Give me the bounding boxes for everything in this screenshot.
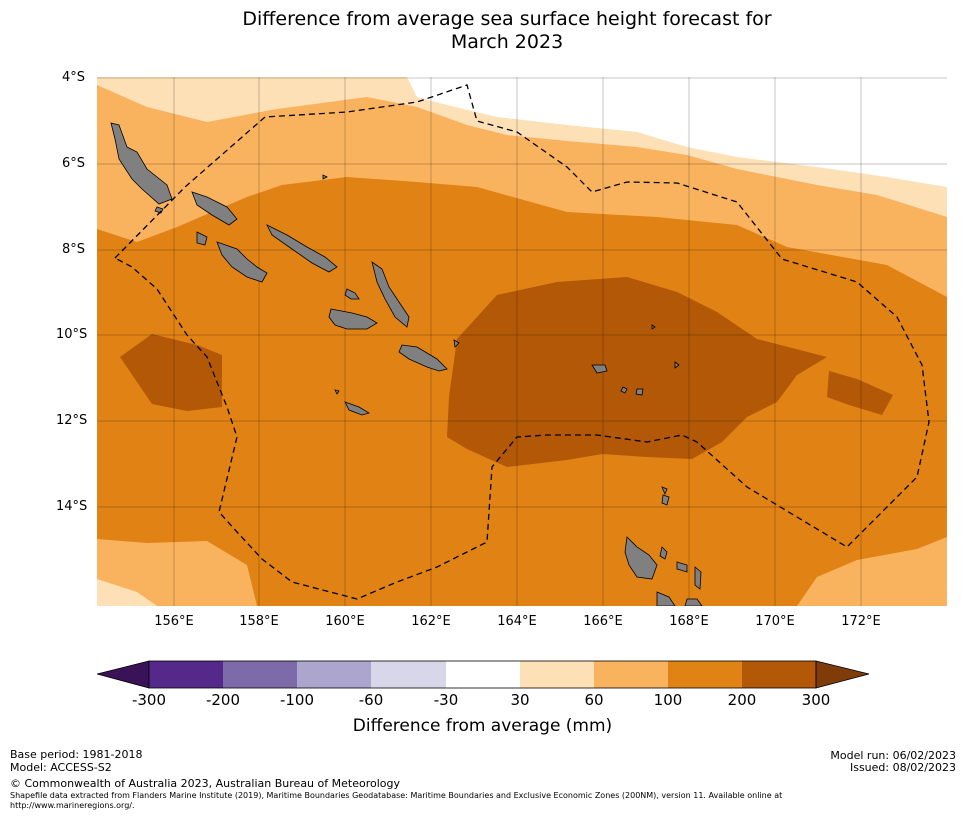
cb-tick-neg60: -60	[358, 691, 384, 709]
vanuatu-north	[659, 546, 668, 560]
contour-200-300-east	[827, 371, 893, 415]
cb-tick-60: 60	[584, 691, 604, 709]
sea-surface-height-map	[97, 77, 947, 606]
colorbar-title: Difference from average (mm)	[352, 716, 613, 736]
map-title: Difference from average sea surface heig…	[0, 8, 965, 54]
colorbar-bin-neg300	[149, 661, 223, 688]
colorbar	[97, 660, 870, 689]
ambae	[676, 561, 688, 573]
new-georgia-group	[216, 241, 268, 283]
contour-neg30-30-north	[407, 77, 947, 187]
malaita	[371, 261, 410, 328]
colorbar-bin-neg100	[297, 661, 371, 688]
model-run: Model run: 06/02/2023	[830, 749, 956, 762]
title-line-1: Difference from average sea surface heig…	[242, 8, 772, 30]
lat-label-4s: 4°S	[62, 70, 86, 85]
lat-label-12s: 12°S	[56, 413, 88, 428]
gridlines	[97, 77, 947, 606]
lon-label-166e: 166°E	[583, 614, 623, 629]
choiseul	[191, 191, 238, 226]
contour-200-300-central	[447, 277, 827, 467]
lat-label-8s: 8°S	[62, 242, 86, 257]
lon-label-160e: 160°E	[325, 614, 365, 629]
contour-60-100-southeast	[797, 537, 947, 606]
vanuatu-banks	[661, 494, 670, 506]
colorbar-bin-200	[742, 661, 816, 688]
espiritu-santo	[624, 536, 658, 580]
guadalcanal	[328, 308, 378, 330]
lon-label-162e: 162°E	[411, 614, 451, 629]
cb-tick-neg30: -30	[433, 691, 459, 709]
issued-date: Issued: 08/02/2023	[849, 761, 956, 774]
cb-tick-neg200: -200	[205, 691, 241, 709]
florida-islands	[344, 288, 360, 300]
cb-tick-neg300: -300	[131, 691, 167, 709]
colorbar-extend-low	[97, 660, 150, 689]
copyright: © Commonwealth of Australia 2023, Austra…	[10, 777, 400, 790]
contour-60-100-south	[97, 539, 257, 606]
model-name: Model: ACCESS-S2	[10, 761, 112, 774]
santa-cruz	[591, 364, 608, 374]
title-line-2: March 2023	[450, 31, 564, 53]
contour-30-60-southwest	[97, 579, 157, 606]
ontong-java	[322, 174, 328, 180]
cb-tick-200: 200	[727, 691, 757, 709]
contour-200-300-west	[120, 334, 222, 411]
lon-label-168e: 168°E	[669, 614, 709, 629]
shapefile-credit-2: http://www.marineregions.org/.	[10, 801, 135, 810]
santa-isabel	[266, 224, 338, 273]
shapefile-credit-1: Shapefile data extracted from Flanders M…	[10, 791, 783, 800]
duff	[651, 324, 656, 330]
rennell-small	[334, 389, 340, 395]
vanikoro	[620, 386, 628, 394]
colorbar-bin-30	[520, 661, 594, 688]
lat-label-6s: 6°S	[62, 156, 86, 171]
ndeni	[635, 388, 644, 396]
lat-label-10s: 10°S	[56, 327, 88, 342]
cb-tick-neg100: -100	[279, 691, 315, 709]
cb-tick-30: 30	[510, 691, 530, 709]
colorbar-bin-neg200	[223, 661, 297, 688]
eez-boundary-solomon	[113, 84, 930, 600]
colorbar-bin-neg60	[371, 661, 446, 688]
lon-label-172e: 172°E	[841, 614, 881, 629]
lon-label-164e: 164°E	[497, 614, 537, 629]
rennell	[344, 401, 370, 416]
santa-ana	[453, 339, 460, 348]
colorbar-extend-high	[815, 660, 870, 689]
anuta	[674, 361, 680, 369]
pentecost	[694, 566, 702, 590]
bougainville	[110, 122, 173, 205]
makira	[398, 344, 448, 372]
colorbar-bin-neg30	[446, 661, 520, 688]
colorbar-bin-100	[668, 661, 742, 688]
lon-label-158e: 158°E	[239, 614, 279, 629]
lon-label-170e: 170°E	[755, 614, 795, 629]
cb-tick-100: 100	[653, 691, 683, 709]
base-period: Base period: 1981-2018	[10, 748, 143, 761]
lon-label-156e: 156°E	[154, 614, 194, 629]
colorbar-bin-60	[594, 661, 668, 688]
lat-label-14s: 14°S	[56, 499, 88, 514]
land-masses	[110, 122, 703, 606]
new-georgia	[196, 231, 208, 246]
tikopia	[661, 486, 668, 496]
shepherd	[684, 598, 703, 606]
cb-tick-300: 300	[801, 691, 831, 709]
malekula	[656, 591, 676, 606]
